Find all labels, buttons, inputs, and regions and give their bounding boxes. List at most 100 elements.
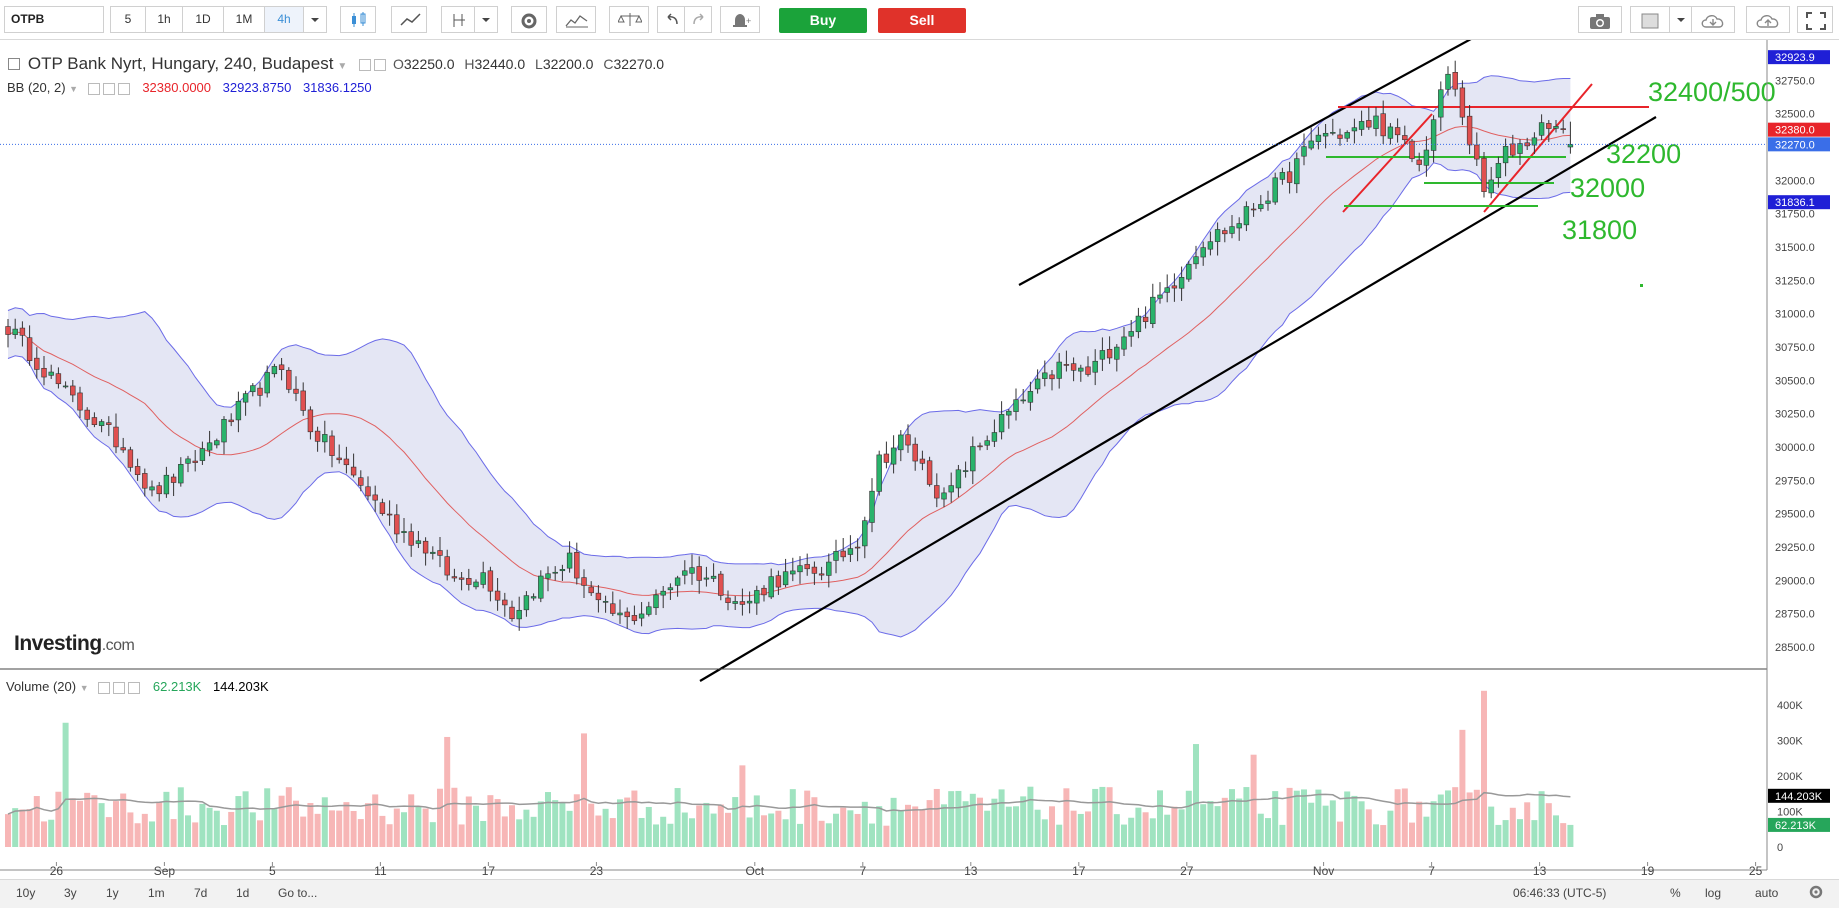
undo-icon[interactable]: [657, 6, 685, 33]
candle-body: [358, 477, 364, 486]
candle-body: [487, 570, 494, 592]
candle: [1272, 172, 1278, 205]
volume-bar: [617, 799, 623, 847]
volume-bar: [1517, 819, 1523, 847]
candle-body: [206, 442, 213, 451]
volume-bar: [393, 808, 400, 847]
candle-body: [221, 419, 227, 443]
cloud-download-icon[interactable]: [1691, 6, 1735, 33]
legend-collapse-icon[interactable]: [8, 58, 20, 70]
bb-close-icon[interactable]: [117, 82, 130, 95]
camera-icon[interactable]: [1578, 6, 1622, 33]
indicators-icon[interactable]: [391, 6, 427, 33]
fullscreen-icon[interactable]: [1797, 6, 1833, 33]
volume-bar: [451, 787, 458, 847]
draw-tools-icon[interactable]: [441, 6, 475, 33]
candle: [62, 381, 69, 389]
candle-body: [1510, 143, 1516, 156]
range-1d[interactable]: 1d: [236, 886, 250, 900]
candle: [977, 442, 983, 451]
range-3y[interactable]: 3y: [64, 886, 77, 900]
legend-settings-icon[interactable]: [374, 59, 387, 72]
candle: [1049, 369, 1055, 391]
balance-scale-icon[interactable]: [609, 6, 649, 33]
candle: [494, 578, 501, 611]
candle: [926, 456, 933, 487]
timeframe-1h[interactable]: 1h: [145, 6, 183, 33]
compare-icon[interactable]: [556, 6, 596, 33]
settings-gear-icon[interactable]: [511, 6, 547, 33]
volume-bar: [149, 821, 155, 847]
legend-eye-icon[interactable]: [359, 59, 372, 72]
cloud-upload-icon[interactable]: [1746, 6, 1790, 33]
volume-bar: [1301, 789, 1307, 847]
candle: [970, 436, 976, 485]
price-tick-label: 31500.0: [1775, 242, 1815, 254]
log-scale-toggle[interactable]: log: [1705, 886, 1722, 900]
candle: [833, 539, 839, 574]
range-1m[interactable]: 1m: [148, 886, 165, 900]
buy-button[interactable]: Buy: [779, 8, 867, 33]
candle: [350, 453, 357, 478]
redo-icon[interactable]: [684, 6, 712, 33]
sell-button[interactable]: Sell: [878, 8, 966, 33]
symbol-input[interactable]: OTPB: [4, 6, 104, 33]
time-tick-label: 25: [1749, 864, 1763, 878]
layout-dropdown-icon[interactable]: [1669, 6, 1693, 33]
volume-tick-label: 400K: [1777, 700, 1803, 712]
candle: [1481, 151, 1487, 198]
range-7d[interactable]: 7d: [194, 886, 208, 900]
range-1y[interactable]: 1y: [106, 886, 119, 900]
candle-body: [1279, 172, 1286, 180]
range-10y[interactable]: 10y: [16, 886, 36, 900]
volume-bar: [1106, 787, 1113, 847]
volume-dropdown-icon[interactable]: ▼: [79, 683, 89, 693]
trendlines: [699, 40, 1657, 682]
candle: [653, 589, 659, 615]
candle: [458, 571, 465, 591]
candle-body: [574, 552, 580, 579]
bb-dropdown-icon[interactable]: ▼: [69, 84, 79, 94]
timeframe-dropdown-icon[interactable]: [303, 6, 327, 33]
bb-eye-icon[interactable]: [87, 82, 100, 95]
candle-body: [1150, 296, 1156, 325]
main-legend: OTP Bank Nyrt, Hungary, 240, Budapest ▼ …: [8, 54, 664, 74]
candle: [19, 321, 26, 347]
candle-body: [26, 337, 33, 361]
percent-scale-toggle[interactable]: %: [1670, 886, 1681, 900]
timeframe-1m[interactable]: 1M: [223, 6, 265, 33]
clock-readout: 06:46:33 (UTC-5): [1513, 886, 1607, 900]
auto-scale-toggle[interactable]: auto: [1755, 886, 1779, 900]
volume-bar: [1049, 806, 1055, 847]
timeframe-5[interactable]: 5: [110, 6, 146, 33]
volume-eye-icon[interactable]: [98, 681, 111, 694]
timeframe-4h[interactable]: 4h: [264, 6, 304, 33]
candle-body: [516, 609, 522, 620]
candle-body: [1250, 208, 1257, 211]
goto-date[interactable]: Go to...: [278, 886, 318, 900]
candle: [1171, 273, 1178, 302]
timeframe-1d[interactable]: 1D: [182, 6, 224, 33]
volume-bar: [761, 815, 767, 847]
alert-bell-icon[interactable]: +: [720, 6, 760, 33]
volume-bar: [847, 810, 854, 847]
candle: [1070, 357, 1077, 382]
candle-body: [1380, 113, 1386, 137]
price-tick-label: 32750.0: [1775, 75, 1815, 87]
volume-settings-icon[interactable]: [113, 681, 126, 694]
legend-dropdown-icon[interactable]: ▼: [337, 61, 348, 72]
bottom-settings-gear-icon[interactable]: [1808, 884, 1824, 903]
volume-bar: [1142, 812, 1149, 847]
candle: [228, 413, 234, 427]
draw-tools-dropdown-icon[interactable]: [474, 6, 498, 33]
bb-settings-icon[interactable]: [102, 82, 115, 95]
svg-text:+: +: [746, 16, 751, 26]
candle-body: [552, 571, 558, 574]
volume-bar: [1286, 787, 1293, 847]
volume-close-icon[interactable]: [128, 681, 141, 694]
layout-icon[interactable]: [1630, 6, 1670, 33]
volume-bar: [134, 823, 141, 847]
volume-marker-label: 144.203K: [1775, 791, 1823, 803]
candles-icon[interactable]: [340, 6, 376, 33]
